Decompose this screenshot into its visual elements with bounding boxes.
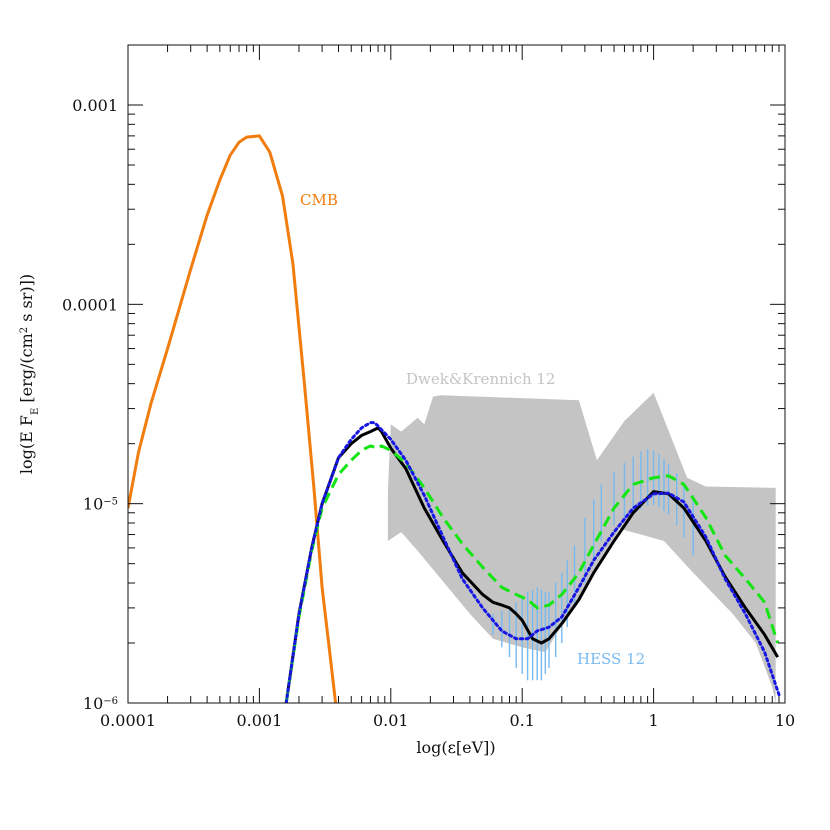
dwek-krennich-region (387, 392, 776, 703)
axis-ticks (127, 44, 786, 704)
hess-annotation: HESS 12 (577, 650, 645, 668)
x-tick-label: 0.001 (236, 711, 282, 730)
y-tick-label: 0.001 (72, 96, 118, 115)
plot-frame (127, 44, 786, 704)
x-tick-label: 0.1 (509, 711, 534, 730)
y-tick-label: 10−6 (83, 694, 118, 713)
y-axis-title: log(E FE [erg/(cm2 s sr)]) (17, 274, 41, 474)
x-tick-label: 1 (649, 711, 659, 730)
x-tick-label: 10 (775, 711, 795, 730)
x-tick-label: 0.01 (373, 711, 409, 730)
series-group (128, 134, 781, 703)
dwek-krennich-annotation: Dwek&Krennich 12 (406, 370, 555, 388)
x-tick-label: 0.0001 (100, 711, 156, 730)
model-blue-series-line (284, 421, 781, 703)
dwek-krennich-band (387, 392, 776, 703)
x-axis-title: log(ε[eV]) (416, 738, 495, 757)
model-green-series-line (284, 444, 780, 703)
y-tick-label: 0.0001 (62, 295, 118, 314)
axis-tick-labels: 0.0001 0.001 0.01 0.1 1 10 10−6 10−5 0.0001 0.001 (62, 96, 795, 730)
cmb-series-line (128, 134, 338, 703)
cmb-annotation: CMB (300, 191, 338, 209)
y-tick-label: 10−5 (83, 495, 118, 514)
